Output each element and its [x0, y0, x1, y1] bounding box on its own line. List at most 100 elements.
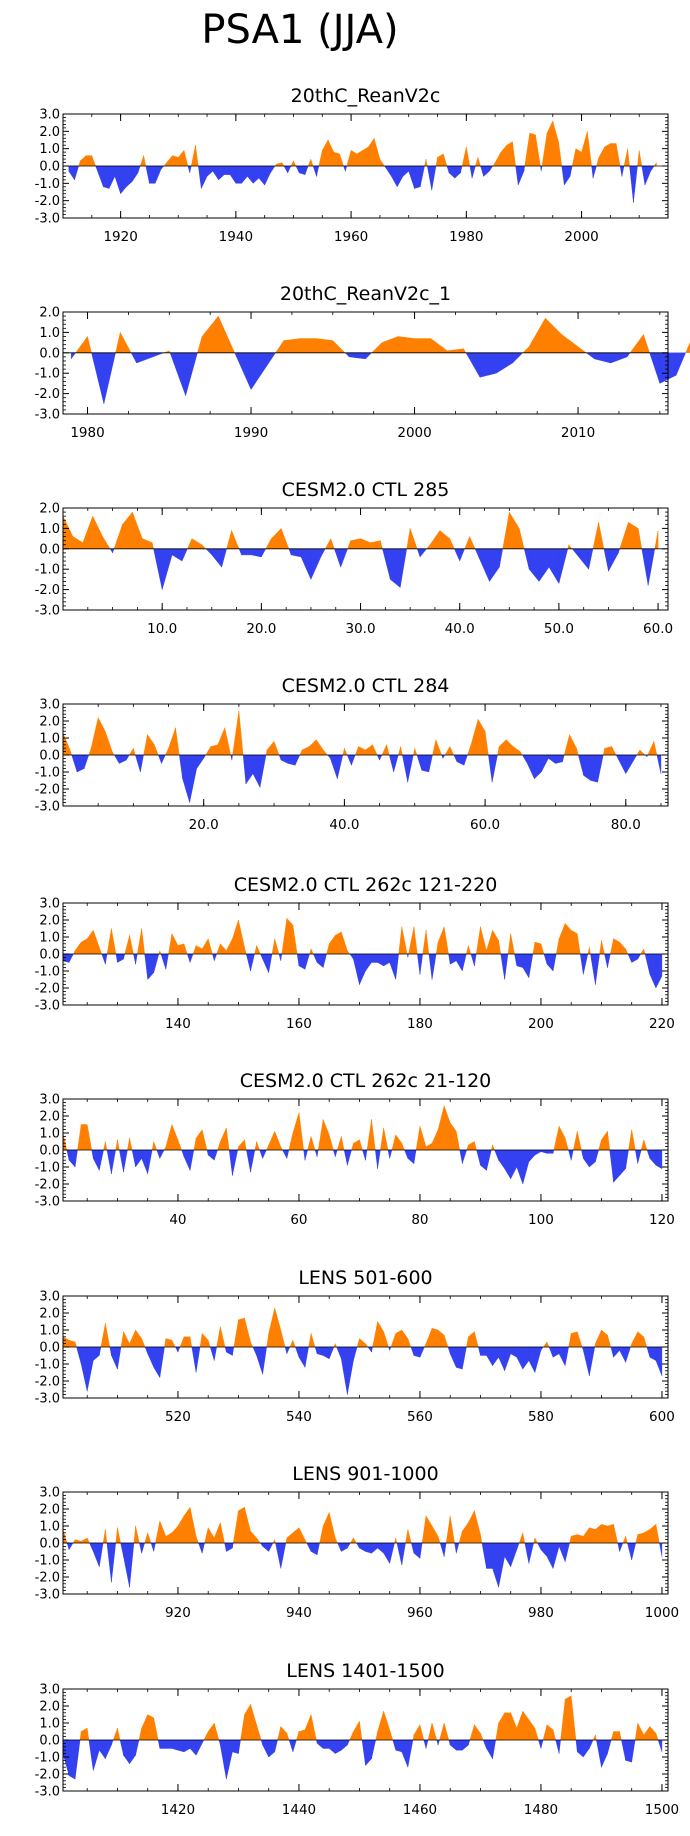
- y-tick-label: 0.0: [39, 542, 60, 557]
- y-tick-label: -3.0: [35, 408, 60, 423]
- chart-title: LENS 901-1000: [292, 1463, 438, 1485]
- y-tick-label: -1.0: [35, 1554, 60, 1569]
- negative-area: [109, 548, 656, 590]
- y-tick-label: 1.0: [39, 1520, 60, 1535]
- y-tick-label: -1.0: [35, 965, 60, 980]
- y-tick-label: 2.0: [39, 1110, 60, 1125]
- x-tick-label: 60.0: [643, 621, 673, 637]
- y-tick-label: 2.0: [39, 125, 60, 140]
- positive-area: [73, 917, 646, 955]
- x-tick-label: 1000: [645, 1605, 679, 1621]
- positive-area: [62, 511, 659, 549]
- y-tick-label: -2.0: [35, 1375, 60, 1390]
- y-tick-label: 1.0: [39, 732, 60, 747]
- x-tick-label: 1980: [449, 229, 483, 245]
- negative-area: [71, 754, 662, 803]
- chart-title: CESM2.0 CTL 285: [282, 479, 450, 501]
- y-tick-label: 3.0: [39, 108, 60, 123]
- y-tick-label: 2.0: [39, 1503, 60, 1518]
- y-tick-label: 0.0: [39, 749, 60, 764]
- x-tick-label: 940: [286, 1605, 312, 1621]
- y-tick-label: 3.0: [39, 698, 60, 713]
- y-tick-label: 0.0: [39, 1341, 60, 1356]
- positive-area: [62, 710, 658, 756]
- y-tick-label: -2.0: [35, 387, 60, 402]
- x-tick-label: 2010: [561, 425, 595, 441]
- x-tick-label: 50.0: [544, 621, 574, 637]
- positive-area: [62, 1307, 648, 1348]
- chart-panel-4: CESM2.0 CTL 284 3.0 2.0 1.0 0.0 -1.0 -2.0 -3.0 2…: [35, 675, 669, 833]
- x-tick-label: 1500: [645, 1802, 679, 1818]
- y-tick-label: -3.0: [35, 1392, 60, 1407]
- chart-title: CESM2.0 CTL 284: [282, 675, 450, 697]
- chart-panel-5: CESM2.0 CTL 262c 121-220 3.0 2.0 1.0 0.0 -1.0…: [35, 874, 675, 1032]
- x-tick-label: 1440: [282, 1802, 316, 1818]
- x-tick-label: 1460: [403, 1802, 437, 1818]
- y-tick-label: 3.0: [39, 1486, 60, 1501]
- x-tick-label: 1990: [234, 425, 268, 441]
- x-tick-label: 980: [528, 1605, 554, 1621]
- y-tick-label: 1.0: [39, 1717, 60, 1732]
- y-tick-label: -3.0: [35, 800, 60, 815]
- x-tick-label: 920: [165, 1605, 191, 1621]
- y-tick-label: -1.0: [35, 1751, 60, 1766]
- negative-area: [62, 1739, 663, 1780]
- negative-area: [66, 1149, 663, 1185]
- chart-panel-8: LENS 901-1000 3.0 2.0 1.0 0.0 -1.0 -2.0 -3.0 920…: [35, 1463, 680, 1621]
- chart-title: CESM2.0 CTL 262c 21-120: [240, 1070, 492, 1092]
- negative-area: [70, 352, 686, 404]
- y-tick-label: -1.0: [35, 766, 60, 781]
- y-tick-label: -1.0: [35, 367, 60, 382]
- y-tick-label: 2.0: [39, 502, 60, 517]
- x-tick-label: 1940: [219, 229, 253, 245]
- y-tick-label: -2.0: [35, 194, 60, 209]
- chart-panel-7: LENS 501-600 3.0 2.0 1.0 0.0 -1.0 -2.0 -3.0 520 5…: [35, 1267, 675, 1425]
- chart-panel-3: CESM2.0 CTL 285 2.0 1.0 0.0 -1.0 -2.0 -3.0 10.0…: [35, 479, 673, 637]
- y-tick-label: 2.0: [39, 1700, 60, 1715]
- x-tick-label: 100: [528, 1212, 554, 1228]
- y-tick-label: 3.0: [39, 1290, 60, 1305]
- x-tick-label: 30.0: [346, 621, 376, 637]
- y-tick-label: -2.0: [35, 982, 60, 997]
- x-tick-label: 180: [407, 1016, 433, 1032]
- y-tick-label: -3.0: [35, 1785, 60, 1800]
- x-tick-label: 80: [411, 1212, 428, 1228]
- y-tick-label: -3.0: [35, 1195, 60, 1210]
- x-tick-label: 1420: [161, 1802, 195, 1818]
- x-tick-label: 1920: [103, 229, 137, 245]
- plot-frame: [62, 311, 669, 415]
- y-tick-label: -3.0: [35, 999, 60, 1014]
- y-tick-label: 3.0: [39, 1093, 60, 1108]
- x-tick-label: 20.0: [189, 817, 219, 833]
- y-tick-label: 1.0: [39, 326, 60, 341]
- x-tick-label: 80.0: [611, 817, 641, 833]
- y-tick-label: -1.0: [35, 1161, 60, 1176]
- x-tick-label: 1960: [334, 229, 368, 245]
- x-tick-label: 520: [165, 1409, 191, 1425]
- y-tick-label: -2.0: [35, 583, 60, 598]
- x-tick-label: 580: [528, 1409, 554, 1425]
- y-tick-label: 1.0: [39, 142, 60, 157]
- y-tick-label: 1.0: [39, 1324, 60, 1339]
- y-tick-label: -1.0: [35, 177, 60, 192]
- chart-title: 20thC_ReanV2c: [291, 85, 441, 107]
- x-tick-label: 1980: [70, 425, 104, 441]
- y-tick-label: 1.0: [39, 1127, 60, 1142]
- chart-panel-6: CESM2.0 CTL 262c 21-120 3.0 2.0 1.0 0.0 -1.0 -…: [35, 1070, 675, 1228]
- x-tick-label: 140: [165, 1016, 191, 1032]
- y-tick-label: -2.0: [35, 1768, 60, 1783]
- negative-area: [76, 1346, 663, 1395]
- x-tick-label: 10.0: [147, 621, 177, 637]
- chart-title: 20thC_ReanV2c_1: [280, 283, 451, 305]
- x-tick-label: 160: [286, 1016, 312, 1032]
- x-tick-label: 20.0: [246, 621, 276, 637]
- figure-title: PSA1 (JJA): [201, 7, 398, 53]
- y-tick-label: 0.0: [39, 1144, 60, 1159]
- x-tick-label: 40: [169, 1212, 186, 1228]
- y-tick-label: 0.0: [39, 948, 60, 963]
- y-tick-label: 2.0: [39, 914, 60, 929]
- x-tick-label: 200: [528, 1016, 554, 1032]
- y-tick-label: 2.0: [39, 306, 60, 321]
- y-tick-label: 2.0: [39, 715, 60, 730]
